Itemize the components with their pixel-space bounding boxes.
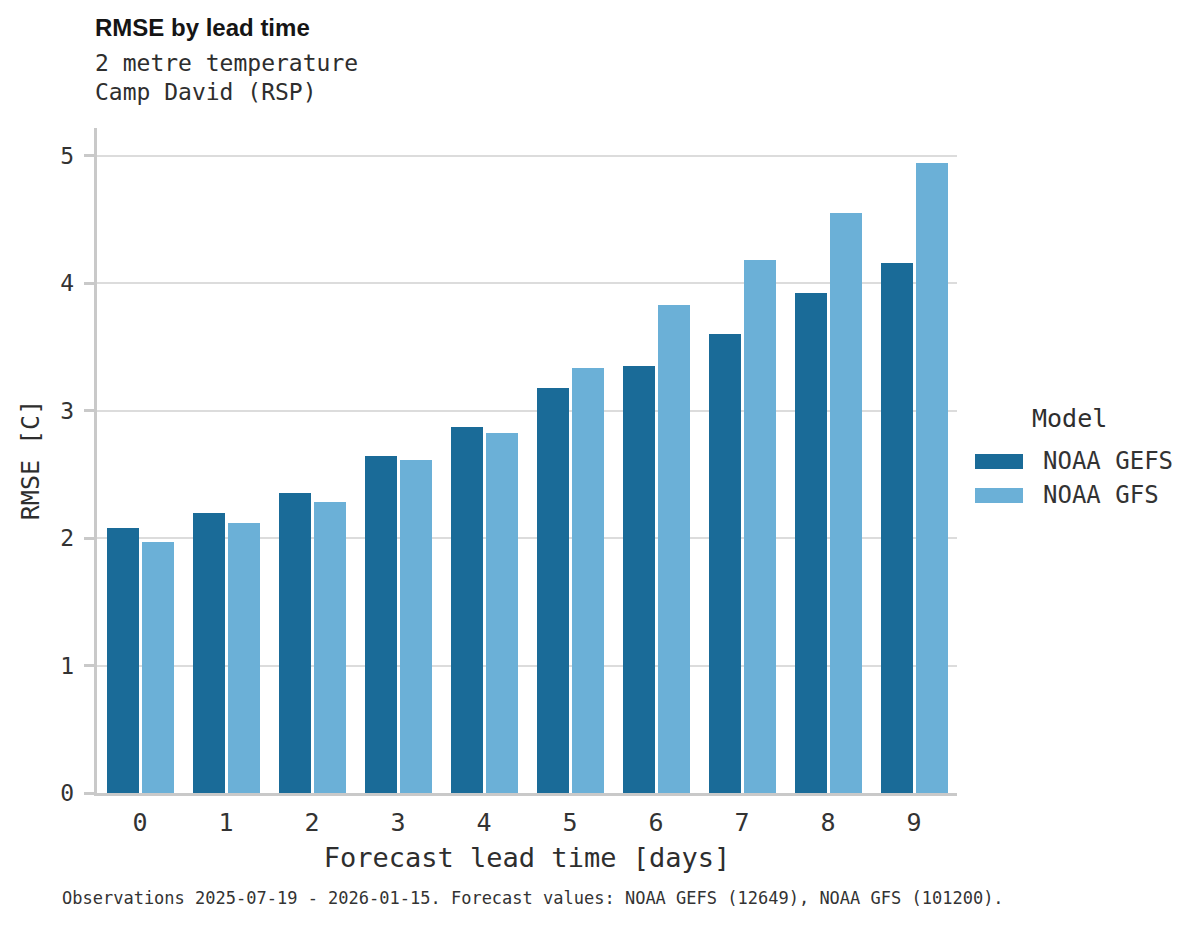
bar-noaa-gfs-day-3: [400, 460, 432, 793]
legend-entry-noaa-gfs: NOAA GFS: [975, 478, 1173, 512]
legend-entry-noaa-gefs: NOAA GEFS: [975, 444, 1173, 478]
chart-subtitle-line-1: 2 metre temperature: [95, 49, 358, 78]
bar-noaa-gfs-day-0: [142, 542, 174, 793]
bar-group-day-8: [795, 128, 862, 793]
bar-group-day-6: [623, 128, 690, 793]
x-tick-label-3: 3: [365, 809, 432, 837]
legend-title: Model: [1032, 404, 1173, 434]
chart-title: RMSE by lead time: [95, 14, 358, 42]
legend-label-noaa-gefs: NOAA GEFS: [1043, 447, 1173, 475]
y-tick-label-0: 0: [34, 780, 74, 806]
chart-subtitle: 2 metre temperature Camp David (RSP): [95, 49, 358, 107]
bar-noaa-gefs-day-0: [107, 528, 139, 793]
bar-noaa-gefs-day-1: [193, 513, 225, 794]
y-tick-label-1: 1: [34, 653, 74, 679]
bar-noaa-gfs-day-2: [314, 502, 346, 793]
legend-entries: NOAA GEFS NOAA GFS: [975, 444, 1173, 512]
x-tick-label-4: 4: [451, 809, 518, 837]
y-tick-3: [84, 409, 94, 412]
x-tick-label-7: 7: [709, 809, 776, 837]
bar-group-day-2: [279, 128, 346, 793]
y-tick-label-4: 4: [34, 270, 74, 296]
bar-noaa-gfs-day-6: [658, 305, 690, 793]
bar-noaa-gefs-day-5: [537, 388, 569, 793]
legend-swatch-noaa-gefs: [975, 454, 1023, 469]
bar-group-day-1: [193, 128, 260, 793]
bar-noaa-gefs-day-9: [881, 263, 913, 793]
bars-layer: [97, 128, 957, 793]
bar-noaa-gfs-day-7: [744, 260, 776, 793]
bar-noaa-gfs-day-8: [830, 213, 862, 793]
bar-group-day-5: [537, 128, 604, 793]
y-tick-0: [84, 792, 94, 795]
bar-noaa-gfs-day-4: [486, 433, 518, 793]
x-tick-label-0: 0: [107, 809, 174, 837]
title-block: RMSE by lead time 2 metre temperature Ca…: [95, 14, 358, 107]
bar-group-day-0: [107, 128, 174, 793]
plot-area: 012345: [94, 128, 957, 796]
legend: Model NOAA GEFS NOAA GFS: [975, 404, 1173, 512]
y-tick-label-5: 5: [34, 143, 74, 169]
caption: Observations 2025-07-19 - 2026-01-15. Fo…: [62, 888, 1004, 908]
bar-group-day-9: [881, 128, 948, 793]
legend-label-noaa-gfs: NOAA GFS: [1043, 481, 1159, 509]
bar-noaa-gefs-day-3: [365, 456, 397, 793]
x-tick-label-6: 6: [623, 809, 690, 837]
bar-noaa-gefs-day-4: [451, 427, 483, 793]
y-tick-2: [84, 537, 94, 540]
y-tick-4: [84, 282, 94, 285]
bar-noaa-gfs-day-5: [572, 368, 604, 793]
bar-noaa-gefs-day-7: [709, 334, 741, 793]
x-axis-tick-labels: 0123456789: [97, 809, 957, 837]
y-tick-5: [84, 154, 94, 157]
x-tick-label-9: 9: [881, 809, 948, 837]
y-tick-1: [84, 664, 94, 667]
bar-group-day-3: [365, 128, 432, 793]
bar-noaa-gefs-day-6: [623, 366, 655, 793]
x-tick-label-2: 2: [279, 809, 346, 837]
x-tick-label-8: 8: [795, 809, 862, 837]
x-axis-title: Forecast lead time [days]: [97, 842, 957, 874]
chart-subtitle-line-2: Camp David (RSP): [95, 78, 358, 107]
x-tick-label-5: 5: [537, 809, 604, 837]
legend-swatch-noaa-gfs: [975, 488, 1023, 503]
bar-noaa-gfs-day-9: [916, 163, 948, 793]
y-tick-label-2: 2: [34, 525, 74, 551]
x-tick-label-1: 1: [193, 809, 260, 837]
bar-noaa-gfs-day-1: [228, 523, 260, 793]
bar-noaa-gefs-day-2: [279, 493, 311, 793]
bar-group-day-7: [709, 128, 776, 793]
y-tick-label-3: 3: [34, 398, 74, 424]
bar-group-day-4: [451, 128, 518, 793]
bar-noaa-gefs-day-8: [795, 293, 827, 793]
